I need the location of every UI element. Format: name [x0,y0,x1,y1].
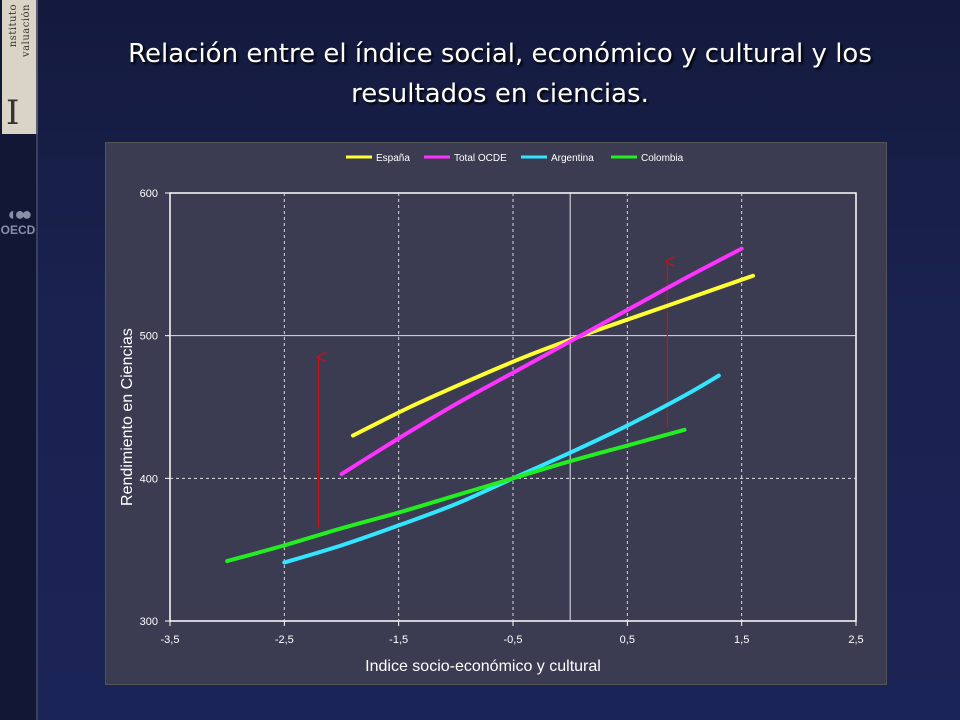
chart-panel: España Total OCDE Argentina Colombia -3,5 -2… [105,142,887,685]
x-tick-label: -0,5 [504,634,523,646]
institute-logo: nstituto valuación I [2,0,38,134]
series-line [350,273,756,438]
y-tick-label: 300 [140,616,158,628]
x-tick-label: 0,5 [620,634,635,646]
sidebar: nstituto valuación I ◐●● OECD [0,0,38,720]
oecd-logo: ◐●● OECD [0,205,36,255]
logo-text-evaluacion: valuación [21,4,32,57]
legend-label: Argentina [551,153,594,164]
logo-letter: I [6,93,20,133]
grid-lines [170,193,856,621]
legend-label: España [376,153,410,164]
series-line [339,246,744,477]
x-tick-label: 1,5 [734,634,749,646]
y-axis-label: Rendimiento en Ciencias [119,328,136,506]
x-tick-label: 2,5 [848,634,863,646]
x-tick-label: -1,5 [389,634,408,646]
oecd-label: OECD [0,223,36,237]
y-tick-label: 400 [140,473,158,485]
series-lines [225,246,756,565]
x-axis-label: Indice socio-económico y cultural [365,658,601,675]
legend-label: Total OCDE [454,153,507,164]
y-tick-label: 500 [140,331,158,343]
legend-label: Colombia [641,153,684,164]
page-title: Relación entre el índice social, económi… [60,34,940,114]
title-line-1: Relación entre el índice social, económi… [128,39,872,69]
line-chart: España Total OCDE Argentina Colombia -3,5 -2… [119,153,864,675]
x-tick-label: -2,5 [275,634,294,646]
x-tick-label: -3,5 [161,634,180,646]
axis-ticks: -3,5 -2,5 -1,5 -0,5 0,5 1,5 2,5 300 400 500 600 [140,188,864,646]
oecd-circles-icon: ◐●● [7,204,33,224]
title-line-2: resultados en ciencias. [351,79,649,109]
series-line [225,427,687,564]
y-tick-label: 600 [140,188,158,200]
plot-area [169,192,857,622]
chart-legend: España Total OCDE Argentina Colombia [346,153,684,164]
logo-text-instituto: nstituto [8,4,19,48]
